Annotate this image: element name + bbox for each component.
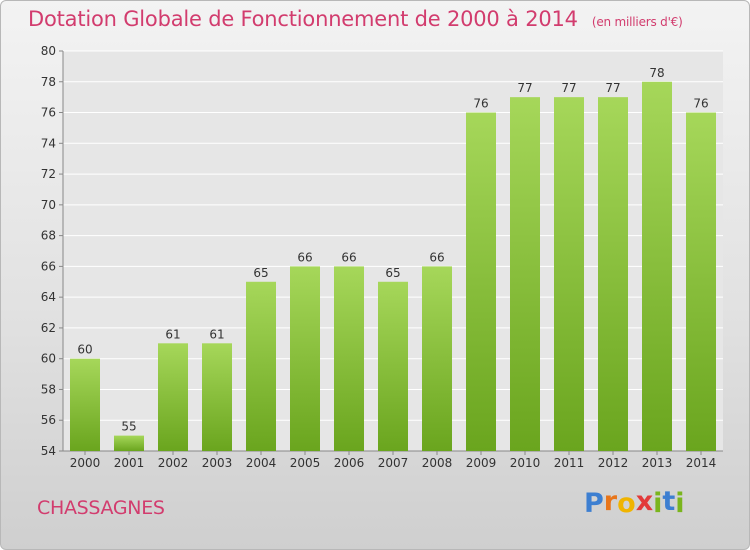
y-tick-label: 58 (41, 382, 56, 396)
y-tick-label: 64 (41, 290, 56, 304)
logo-letter: i (675, 488, 685, 519)
data-label: 66 (297, 250, 312, 264)
x-tick-label: 2008 (422, 456, 453, 470)
data-label: 61 (165, 327, 180, 341)
y-tick-label: 62 (41, 321, 56, 335)
x-tick-label: 2013 (642, 456, 673, 470)
x-tick-label: 2001 (114, 456, 145, 470)
y-tick-label: 78 (41, 75, 56, 89)
bar (466, 112, 496, 452)
y-tick-label: 68 (41, 229, 56, 243)
logo-letter: t (662, 486, 676, 517)
bar (70, 358, 100, 451)
data-label: 55 (121, 420, 136, 434)
y-tick-label: 74 (41, 136, 56, 150)
x-tick-label: 2010 (510, 456, 541, 470)
data-label: 61 (209, 327, 224, 341)
data-label: 77 (517, 81, 532, 95)
x-tick-label: 2003 (202, 456, 233, 470)
x-tick-label: 2005 (290, 456, 321, 470)
x-tick-label: 2002 (158, 456, 189, 470)
data-label: 76 (473, 97, 488, 111)
logo-letter: x (635, 486, 654, 517)
data-label: 65 (253, 266, 268, 280)
logo-letter: i (653, 488, 663, 519)
bar (202, 343, 232, 451)
chart-title: Dotation Globale de Fonctionnement de 20… (28, 7, 578, 31)
logo-letter: r (603, 486, 618, 517)
data-label: 78 (649, 66, 664, 80)
bar (114, 435, 144, 451)
place-name: CHASSAGNES (37, 497, 165, 519)
x-tick-label: 2009 (466, 456, 497, 470)
y-tick-label: 66 (41, 259, 56, 273)
data-label: 66 (341, 250, 356, 264)
logo-letter: P (584, 488, 604, 519)
bar (642, 81, 672, 452)
proxiti-logo: Proxiti (584, 486, 685, 519)
data-label: 65 (385, 266, 400, 280)
data-label: 77 (605, 81, 620, 95)
bar (598, 97, 628, 452)
bar (158, 343, 188, 451)
y-tick-label: 76 (41, 106, 56, 120)
x-tick-label: 2012 (598, 456, 629, 470)
y-tick-label: 60 (41, 352, 56, 366)
data-label: 76 (693, 97, 708, 111)
data-label: 77 (561, 81, 576, 95)
y-tick-label: 80 (41, 44, 56, 58)
y-tick-label: 70 (41, 198, 56, 212)
x-tick-label: 2006 (334, 456, 365, 470)
x-tick-label: 2000 (70, 456, 101, 470)
bar (686, 112, 716, 452)
data-label: 66 (429, 250, 444, 264)
chart-title-row: Dotation Globale de Fonctionnement de 20… (28, 7, 683, 31)
x-tick-label: 2007 (378, 456, 409, 470)
data-label: 60 (77, 343, 92, 357)
y-tick-label: 56 (41, 413, 56, 427)
bar (554, 97, 584, 452)
logo-letter: o (617, 488, 636, 519)
chart-unit: (en milliers d'€) (591, 15, 683, 29)
bar (246, 281, 276, 451)
y-tick-label: 54 (41, 444, 56, 458)
bar (378, 281, 408, 451)
x-tick-label: 2014 (686, 456, 717, 470)
bar (334, 266, 364, 451)
x-tick-label: 2004 (246, 456, 277, 470)
bar (422, 266, 452, 451)
x-tick-label: 2011 (554, 456, 585, 470)
bar (290, 266, 320, 451)
bar (510, 97, 540, 452)
y-tick-label: 72 (41, 167, 56, 181)
